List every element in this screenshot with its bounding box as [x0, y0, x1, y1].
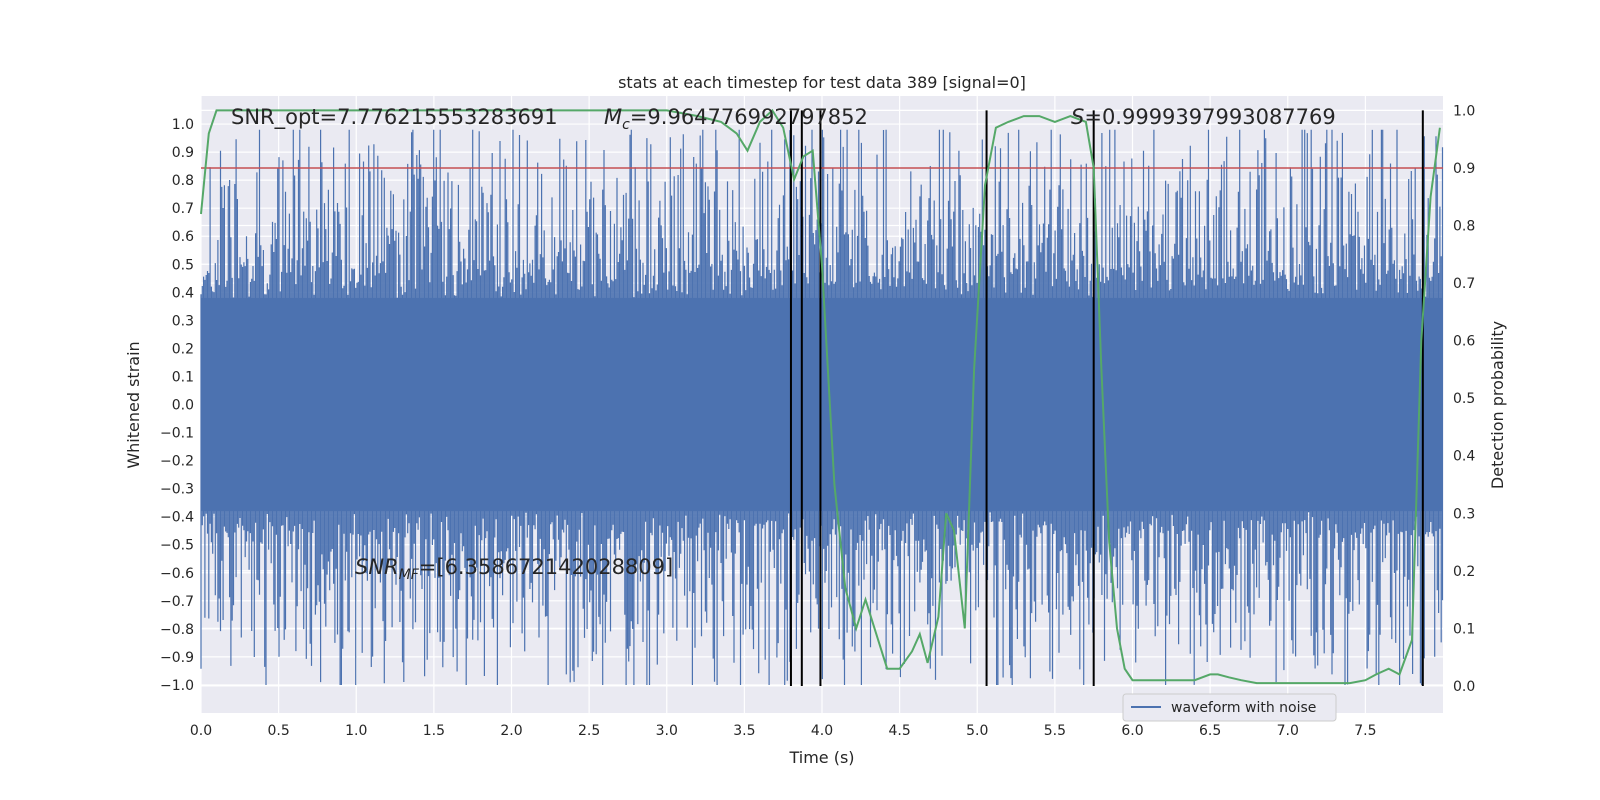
y2-tick-label: 0.4 [1453, 449, 1475, 465]
y2-tick-label: 0.3 [1453, 506, 1475, 522]
y-tick-label: 0.4 [172, 285, 194, 301]
y-tick-label: −0.3 [160, 482, 194, 498]
y2-tick-label: 0.6 [1453, 334, 1475, 350]
strain-series [200, 129, 1444, 685]
x-tick-label: 3.0 [656, 723, 678, 739]
y-tick-label: 0.2 [172, 341, 194, 357]
y2-tick-labels: 1.0 0.9 0.8 0.7 0.6 0.5 0.4 0.3 0.2 0.1 0.0 [1453, 103, 1475, 695]
snr-mf-annotation: SNRMF=[6.358672142028809] [355, 555, 673, 583]
x-axis-label: Time (s) [788, 748, 854, 767]
snr-opt-annotation: SNR_opt=7.776215553283691 [231, 105, 558, 130]
event-lines [789, 110, 1424, 686]
x-tick-label: 1.0 [345, 723, 367, 739]
x-tick-label: 5.5 [1044, 723, 1066, 739]
x-tick-label: 1.5 [423, 723, 445, 739]
y-tick-label: −0.9 [160, 650, 194, 666]
y-tick-labels: 1.0 0.9 0.8 0.7 0.6 0.5 0.4 0.3 0.2 0.1 0.0 −0.1 −0.… [160, 117, 194, 694]
y-tick-label: 0.9 [172, 145, 194, 161]
x-tick-label: 7.5 [1354, 723, 1376, 739]
y2-tick-label: 0.9 [1453, 161, 1475, 177]
legend: waveform with noise [1122, 693, 1337, 722]
y-tick-label: 0.8 [172, 173, 194, 189]
x-tick-label: 0.0 [190, 723, 212, 739]
y-tick-label: −0.7 [160, 594, 194, 610]
y-tick-label: −0.2 [160, 454, 194, 470]
y-tick-label: 0.3 [172, 313, 194, 329]
y-tick-label: −0.4 [160, 510, 194, 526]
y-tick-label: 0.0 [172, 398, 194, 414]
s-annotation: S=0.9999397993087769 [1071, 105, 1336, 129]
detection-probability-line [200, 108, 1441, 685]
x-tick-labels: 0.0 0.5 1.0 1.5 2.0 2.5 3.0 3.5 4.0 4.5 5.0 5.5 6.0 6… [190, 723, 1377, 739]
s-value: =0.9999397993087769 [1084, 105, 1335, 129]
y2-tick-label: 0.1 [1453, 621, 1475, 637]
x-tick-label: 6.0 [1121, 723, 1143, 739]
x-tick-label: 4.5 [888, 723, 910, 739]
x-tick-label: 2.5 [578, 723, 600, 739]
x-tick-label: 5.0 [966, 723, 988, 739]
y-tick-label: 0.6 [172, 229, 194, 245]
y2-tick-label: 0.2 [1453, 564, 1475, 580]
mc-annotation: Mc=9.964776992797852 [604, 105, 868, 133]
strain-trace [200, 129, 1444, 685]
y-axis-label: Whitened strain [124, 341, 143, 468]
y2-tick-label: 1.0 [1453, 103, 1475, 119]
x-tick-label: 0.5 [267, 723, 289, 739]
mc-value: =9.964776992797852 [630, 105, 868, 129]
x-tick-label: 3.5 [733, 723, 755, 739]
y-tick-label: 0.1 [172, 369, 194, 385]
y2-tick-label: 0.7 [1453, 276, 1475, 292]
y-tick-label: −0.5 [160, 538, 194, 554]
x-tick-label: 2.0 [500, 723, 522, 739]
y-tick-label: −0.6 [160, 566, 194, 582]
y2-axis-label: Detection probability [1488, 321, 1507, 489]
x-tick-label: 7.0 [1277, 723, 1299, 739]
y2-tick-label: 0.5 [1453, 391, 1475, 407]
x-tick-label: 6.5 [1199, 723, 1221, 739]
y-tick-label: −0.1 [160, 426, 194, 442]
y2-tick-label: 0.8 [1453, 219, 1475, 235]
legend-box [1122, 693, 1337, 722]
y-tick-label: 0.5 [172, 257, 194, 273]
y-tick-label: 1.0 [172, 117, 194, 133]
legend-label: waveform with noise [1171, 700, 1316, 716]
y-tick-label: −0.8 [160, 622, 194, 638]
chart-title: stats at each timestep for test data 389… [618, 73, 1026, 92]
snr-mf-value: =[6.358672142028809] [419, 555, 673, 579]
x-tick-label: 4.0 [811, 723, 833, 739]
y-tick-label: 0.7 [172, 201, 194, 217]
y2-tick-label: 0.0 [1453, 679, 1475, 695]
y-tick-label: −1.0 [160, 678, 194, 694]
